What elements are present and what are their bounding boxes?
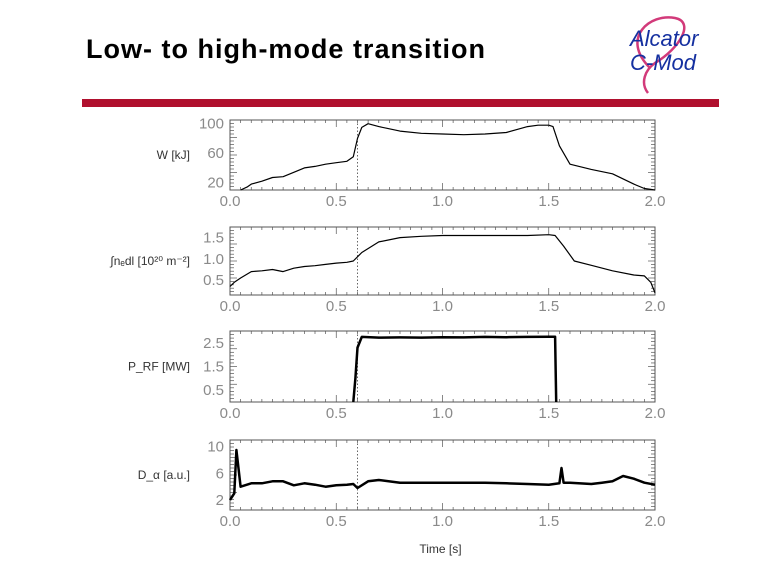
x-tick-label: 1.5 [538, 193, 559, 210]
logo-line2: C-Mod [630, 50, 697, 75]
x-tick-label: 1.0 [432, 513, 453, 530]
x-tick-label: 0.0 [220, 513, 241, 530]
y-tick-label: 60 [207, 145, 224, 162]
x-tick-label: 1.5 [538, 405, 559, 422]
y-tick-label: 1.5 [203, 230, 224, 247]
plot-frame [229, 330, 656, 403]
y-tick-label: 1.0 [203, 251, 224, 268]
y-tick-label: 100 [199, 116, 224, 133]
plot-frame [229, 439, 656, 511]
y-tick-label: 0.5 [203, 272, 224, 289]
y-tick-label: 1.5 [203, 359, 224, 376]
x-tick-label: 0.5 [326, 298, 347, 315]
slide-title: Low- to high-mode transition [86, 34, 486, 64]
x-tick-label: 1.5 [538, 513, 559, 530]
y-tick-label: 6 [216, 465, 224, 482]
logo-line1: Alcator [630, 26, 699, 51]
x-tick-label: 2.0 [645, 513, 666, 530]
x-axis-label: Time [s] [419, 542, 461, 556]
plot-frame [229, 226, 656, 296]
x-tick-label: 2.0 [645, 405, 666, 422]
x-tick-label: 0.5 [326, 513, 347, 530]
logo-swoosh-icon [636, 16, 686, 94]
x-tick-label: 0.5 [326, 193, 347, 210]
alcator-cmod-logo: Alcator C-Mod [620, 8, 730, 100]
x-tick-label: 2.0 [645, 298, 666, 315]
series-line [229, 234, 656, 294]
y-axis-label: P_RF [MW] [128, 360, 190, 374]
x-tick-label: 0.0 [220, 193, 241, 210]
y-tick-label: 20 [207, 175, 224, 192]
series-line [352, 335, 558, 403]
x-tick-label: 1.0 [432, 193, 453, 210]
y-axis-label: D_α [a.u.] [138, 468, 190, 482]
x-tick-label: 1.5 [538, 298, 559, 315]
x-tick-label: 0.0 [220, 298, 241, 315]
x-tick-label: 0.5 [326, 405, 347, 422]
x-tick-label: 1.0 [432, 405, 453, 422]
y-tick-label: 2 [216, 492, 224, 509]
y-tick-label: 10 [207, 439, 224, 456]
x-tick-label: 2.0 [645, 193, 666, 210]
title-rule [82, 99, 719, 107]
plot-frame [229, 119, 656, 191]
series-line [240, 123, 656, 191]
y-tick-label: 2.5 [203, 335, 224, 352]
y-tick-label: 0.5 [203, 382, 224, 399]
x-tick-label: 0.0 [220, 405, 241, 422]
x-tick-label: 1.0 [432, 298, 453, 315]
series-line [228, 448, 656, 501]
chart-panels: 0.0 0.5 1.0 1.5 2.0 20 60 100 W [kJ] 0.0 0.5 1.0 1.5… [109, 116, 666, 556]
y-axis-label: ∫nₑdl [10²⁰ m⁻²] [109, 254, 190, 268]
y-axis-label: W [kJ] [157, 148, 190, 162]
